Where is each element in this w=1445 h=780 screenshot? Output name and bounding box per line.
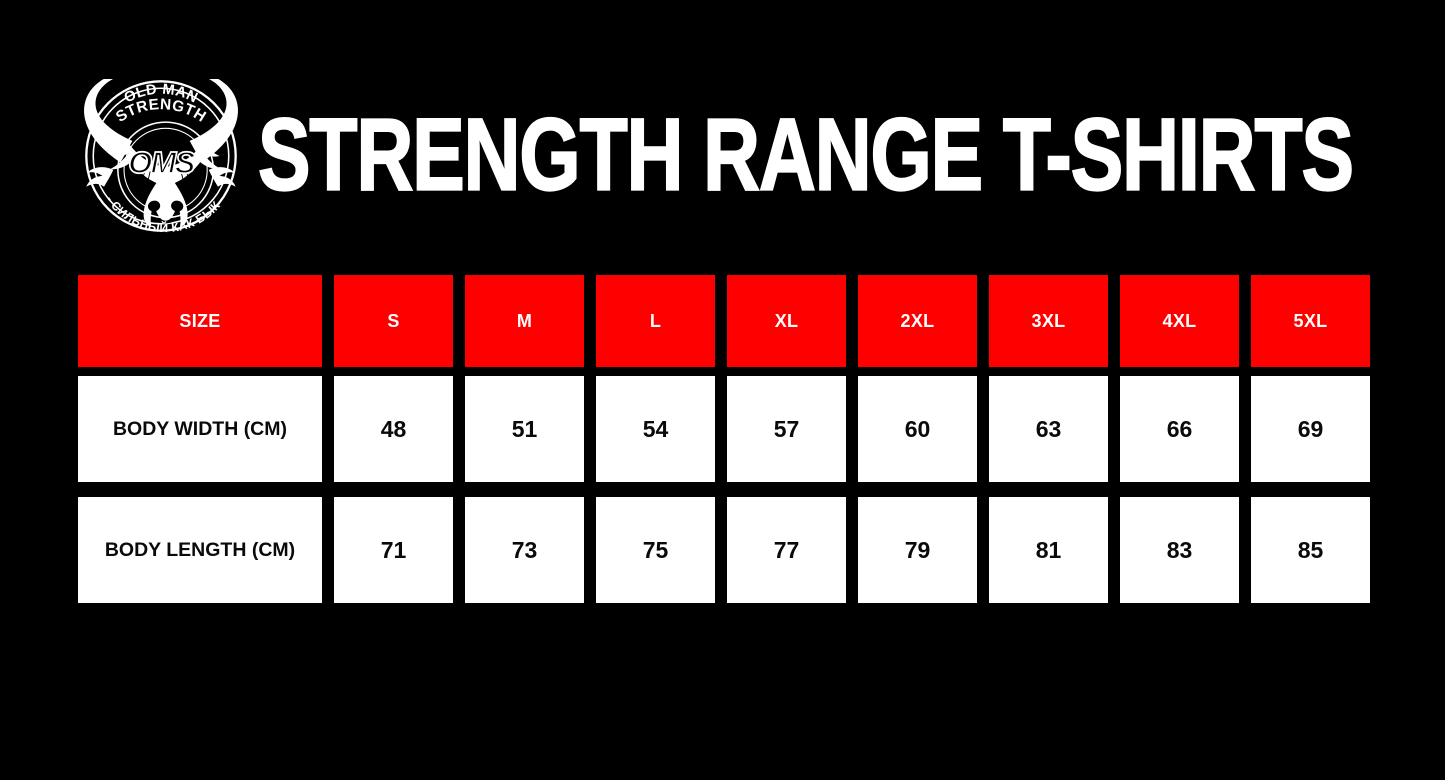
svg-text:OMS: OMS xyxy=(128,145,196,180)
